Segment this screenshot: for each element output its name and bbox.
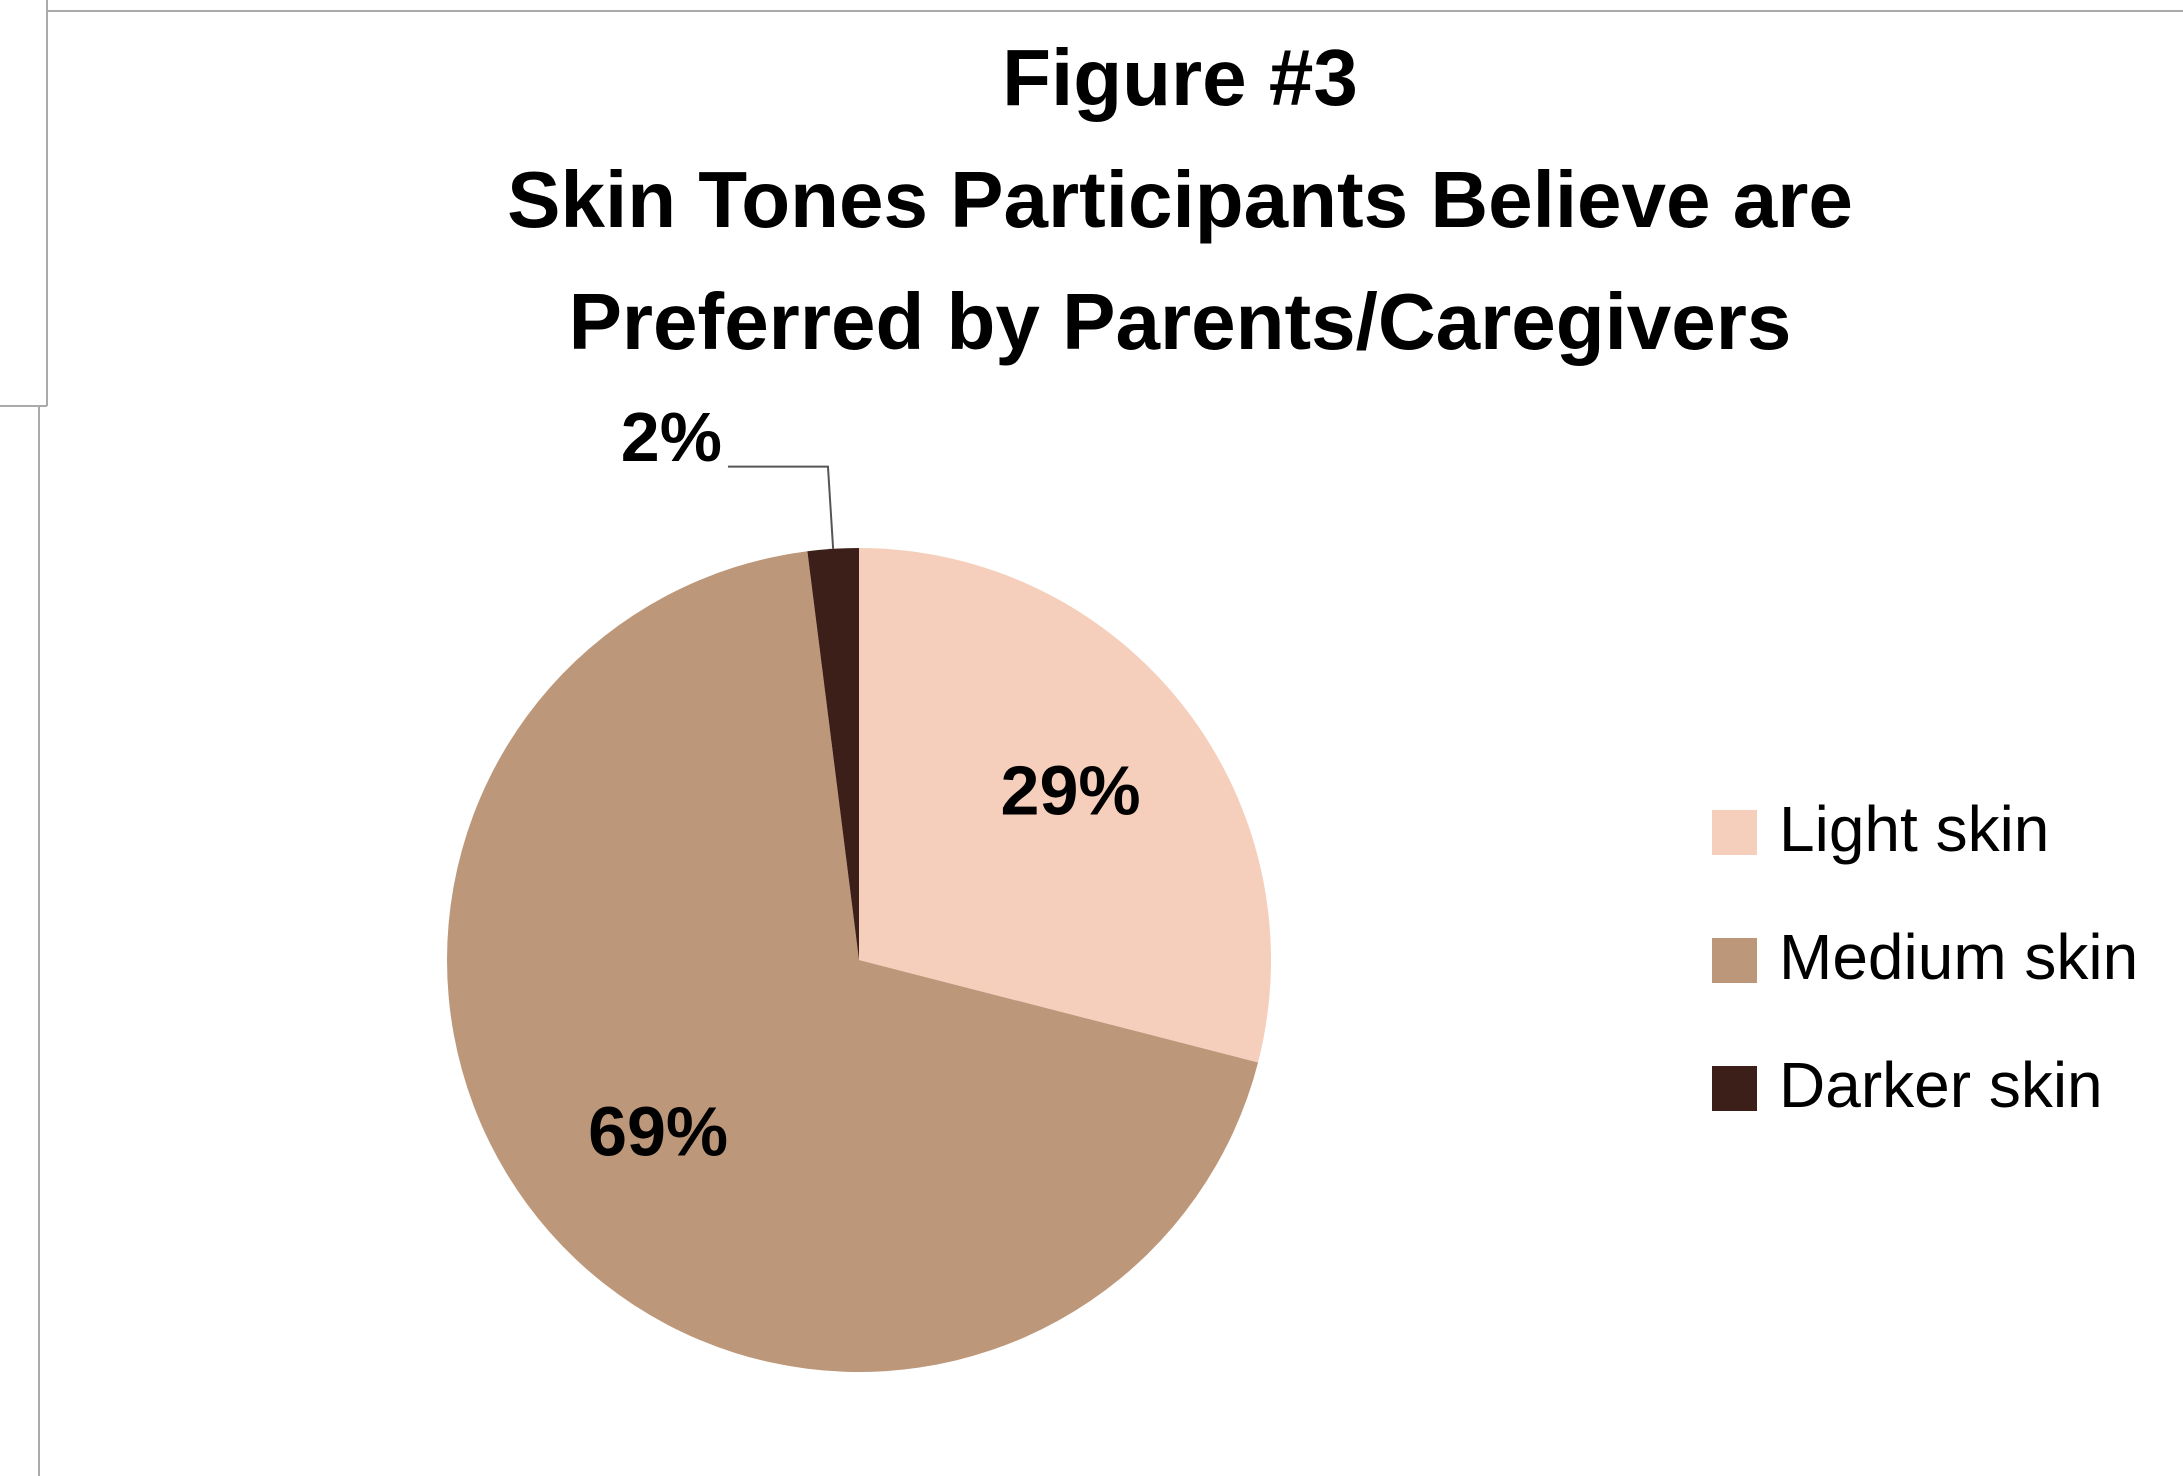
pie-slice bbox=[807, 548, 859, 960]
legend-swatch bbox=[1712, 938, 1757, 983]
chart-title: Preferred by Parents/Caregivers bbox=[569, 277, 1792, 366]
legend-swatch bbox=[1712, 810, 1757, 855]
legend-swatch bbox=[1712, 1066, 1757, 1111]
legend-label: Light skin bbox=[1779, 793, 2049, 865]
chart-title: Figure #3 bbox=[1002, 33, 1358, 122]
data-label: 29% bbox=[1001, 751, 1141, 829]
data-label: 69% bbox=[588, 1093, 728, 1171]
pie-slice bbox=[859, 548, 1271, 1063]
data-label: 2% bbox=[621, 398, 722, 476]
legend-label: Medium skin bbox=[1779, 921, 2138, 993]
leader-line bbox=[727, 465, 835, 549]
legend-label: Darker skin bbox=[1779, 1049, 2103, 1121]
pie-slice bbox=[447, 551, 1259, 1372]
chart-title: Skin Tones Participants Believe are bbox=[507, 155, 1853, 244]
